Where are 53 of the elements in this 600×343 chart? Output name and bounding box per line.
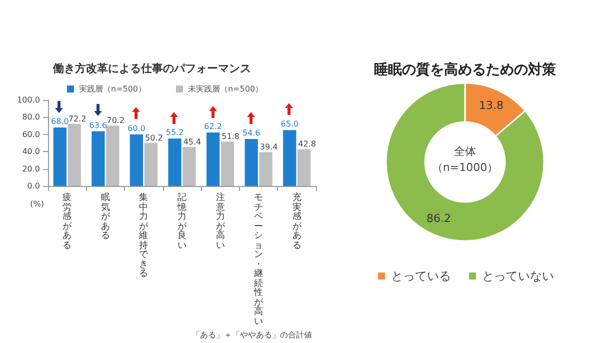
data-label: 39.4 xyxy=(260,142,278,152)
data-label: 63.6 xyxy=(89,120,108,130)
category-label: 集中力が維持できる xyxy=(139,193,148,279)
data-label: 13.8 xyxy=(479,98,504,112)
bar xyxy=(168,138,182,186)
bar xyxy=(220,141,234,186)
y-tick-label: 60.0 xyxy=(22,130,40,139)
data-label: 60.0 xyxy=(128,124,146,133)
bar xyxy=(92,131,105,186)
legend-label: 実践層（n=500） xyxy=(78,84,146,94)
text: （n=1000） xyxy=(432,161,498,174)
x-tick-label: 記憶力が良い xyxy=(178,193,186,251)
text: 「ある」＋「ややある」の合計値 xyxy=(192,330,312,340)
y-tick-label: 20.0 xyxy=(22,164,40,174)
x-tick-label: 疲労感がある xyxy=(62,193,72,251)
data-label: 45.4 xyxy=(183,137,202,146)
legend-label: とっていない xyxy=(482,269,554,283)
data-label: 51.8 xyxy=(222,132,240,141)
chart-title: 働き方改革による仕事のパフォーマンス xyxy=(52,62,251,75)
bar xyxy=(144,142,158,186)
bar xyxy=(106,126,120,186)
y-tick-label: 0.0 xyxy=(27,182,40,190)
data-label: 68.0 xyxy=(51,117,69,126)
bar xyxy=(244,139,258,186)
legend-label: とっている xyxy=(391,269,451,283)
bar xyxy=(259,152,272,186)
data-label: 72.2 xyxy=(68,114,86,124)
y-axis-title: (%) xyxy=(30,200,44,208)
data-label: 42.8 xyxy=(298,140,316,149)
category-label: モチベーション・継続性が高い xyxy=(254,193,264,326)
data-label: 50.2 xyxy=(145,133,163,142)
data-label: 65.0 xyxy=(280,120,299,129)
data-label: 70.2 xyxy=(106,116,125,126)
bar xyxy=(283,130,296,186)
bar xyxy=(298,149,311,186)
y-tick-label: 100.0 xyxy=(17,96,40,104)
bar xyxy=(68,124,81,186)
y-tick-label: 40.0 xyxy=(22,147,40,156)
legend-label: 未実践層（n=500） xyxy=(188,84,264,94)
x-tick-label: 充実感がある xyxy=(292,193,302,251)
x-tick-label: 眠気がある xyxy=(100,193,110,242)
bar xyxy=(206,132,220,186)
data-label: 62.2 xyxy=(204,122,222,132)
data-label: 54.6 xyxy=(242,128,260,138)
bar xyxy=(182,146,196,186)
x-tick-label: 注意力が高い xyxy=(216,193,225,251)
chart-title: 睡眠の質を高めるための対策 xyxy=(374,61,557,78)
bar xyxy=(53,128,66,186)
bar xyxy=(130,134,144,186)
data-label: 55.2 xyxy=(166,128,184,138)
y-tick-label: 80.0 xyxy=(22,112,40,122)
text: 全体 xyxy=(454,145,476,158)
data-label: 86.2 xyxy=(426,212,451,226)
